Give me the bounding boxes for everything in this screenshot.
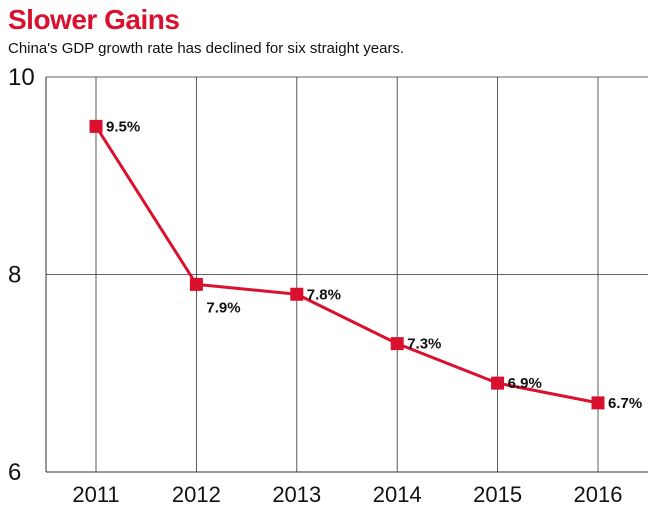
data-point-marker	[390, 337, 404, 351]
data-point-marker	[491, 376, 505, 390]
data-label: 7.3%	[407, 336, 441, 353]
data-point-marker	[189, 277, 203, 291]
data-label: 6.7%	[608, 395, 642, 412]
data-label: 7.9%	[206, 299, 240, 316]
gridlines	[46, 76, 648, 472]
y-tick-label: 8	[8, 262, 21, 289]
x-tick-label: 2012	[172, 482, 221, 507]
data-label: 7.8%	[307, 286, 341, 303]
data-point-marker	[89, 119, 103, 133]
x-tick-label: 2016	[574, 482, 623, 507]
y-tick-labels: 10 8 6	[8, 64, 35, 486]
chart-title: Slower Gains	[8, 4, 180, 35]
data-series	[89, 119, 605, 410]
x-tick-labels: 2011 2012 2013 2014 2015 2016	[72, 482, 622, 507]
data-labels: 9.5% 7.9% 7.8% 7.3% 6.9% 6.7%	[106, 118, 642, 412]
x-tick-label: 2015	[473, 482, 522, 507]
x-tick-label: 2014	[373, 482, 422, 507]
y-tick-label: 10	[8, 64, 35, 91]
data-point-marker	[290, 287, 304, 301]
axes	[45, 77, 648, 473]
y-tick-label: 6	[8, 459, 21, 486]
data-label: 9.5%	[106, 118, 140, 135]
data-point-marker	[591, 396, 605, 410]
data-label: 6.9%	[508, 375, 542, 392]
x-tick-label: 2013	[272, 482, 321, 507]
x-tick-label: 2011	[72, 482, 119, 507]
chart-subtitle: China's GDP growth rate has declined for…	[8, 40, 405, 57]
series-line	[94, 125, 599, 405]
